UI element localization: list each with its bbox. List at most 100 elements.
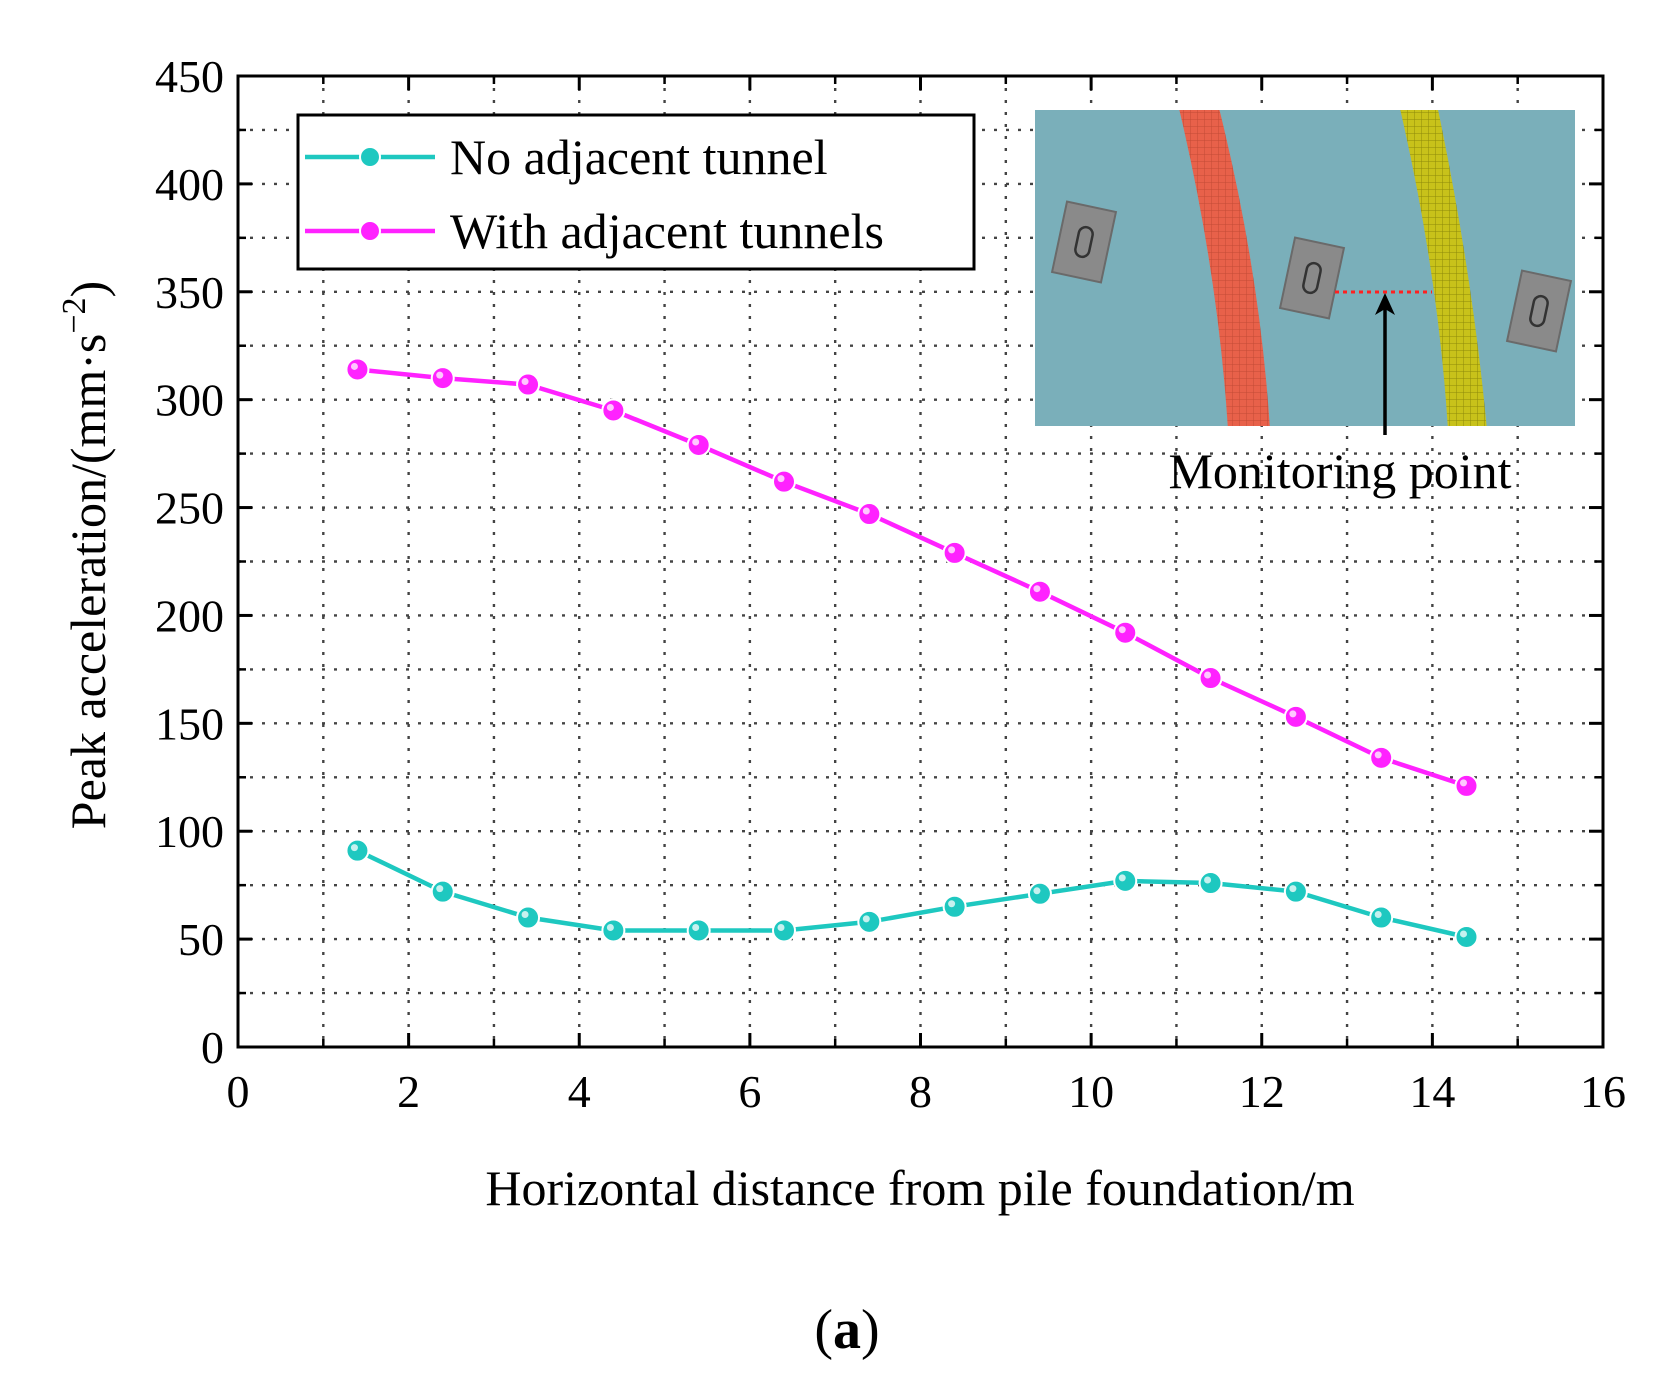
- caption-letter: a: [833, 1299, 861, 1361]
- inset-model-view: Monitoring point: [1035, 110, 1575, 499]
- data-point-highlight: [692, 438, 700, 446]
- y-axis-title-main: Peak acceleration/(mm·s: [60, 334, 116, 830]
- y-axis-title-close: ): [60, 281, 116, 298]
- data-point-highlight: [1374, 911, 1382, 919]
- data-point: [1198, 666, 1223, 691]
- data-point: [686, 432, 711, 457]
- data-point: [1283, 704, 1308, 729]
- data-point-highlight: [1289, 710, 1297, 718]
- data-point-highlight: [521, 378, 529, 386]
- data-point-highlight: [948, 546, 956, 554]
- figure-caption: (a): [814, 1299, 879, 1361]
- pile-cap-left: [1050, 200, 1118, 284]
- legend-marker-no-tunnel: [359, 146, 381, 168]
- y-tick-label: 450: [155, 51, 224, 102]
- x-tick-label: 6: [738, 1066, 761, 1117]
- data-point: [772, 469, 796, 494]
- data-point: [1454, 773, 1479, 798]
- data-point-highlight: [862, 507, 870, 515]
- tunnel-left: [1179, 110, 1270, 426]
- series-line: [357, 367, 1468, 789]
- data-point: [1113, 620, 1138, 645]
- x-tick-label: 12: [1239, 1066, 1285, 1117]
- y-axis-title: Peak acceleration/(mm·s−2): [56, 281, 116, 829]
- data-point: [345, 357, 370, 382]
- data-point: [1198, 871, 1223, 896]
- data-point: [1027, 579, 1052, 604]
- caption-close: ): [861, 1299, 880, 1361]
- pile-cap-right: [1505, 269, 1573, 353]
- data-point-highlight: [1204, 671, 1212, 679]
- legend-label-no-tunnel: No adjacent tunnel: [450, 129, 828, 185]
- data-point: [1369, 905, 1394, 930]
- legend-marker-with-tunnels: [359, 220, 381, 242]
- data-point-highlight: [777, 923, 785, 931]
- y-tick-label: 150: [155, 698, 224, 749]
- data-point-highlight: [1460, 779, 1467, 787]
- x-tick-label: 14: [1409, 1066, 1455, 1117]
- data-point: [516, 372, 541, 397]
- data-point-highlight: [606, 403, 614, 411]
- pile-cap-middle: [1278, 236, 1346, 320]
- x-tick-label: 2: [397, 1066, 420, 1117]
- data-point: [942, 540, 967, 565]
- x-tick-label: 4: [568, 1066, 591, 1117]
- y-tick-label: 100: [155, 806, 224, 857]
- data-point-highlight: [521, 911, 529, 919]
- y-tick-label: 400: [155, 159, 224, 210]
- legend-label-with-tunnels: With adjacent tunnels: [450, 203, 884, 259]
- y-tick-label: 0: [201, 1022, 224, 1073]
- data-point-highlight: [1374, 751, 1382, 759]
- x-tick-label: 8: [909, 1066, 932, 1117]
- data-point: [1113, 868, 1138, 893]
- data-point-highlight: [1118, 874, 1126, 882]
- x-axis-title: Horizontal distance from pile foundation…: [485, 1160, 1354, 1216]
- data-point-highlight: [1033, 887, 1041, 895]
- legend-box: [296, 113, 976, 271]
- monitoring-arrow-head: [1375, 293, 1395, 315]
- data-point-highlight: [1289, 885, 1297, 893]
- tunnel-right: [1400, 110, 1487, 426]
- data-point-highlight: [862, 915, 870, 923]
- monitoring-point-label: Monitoring point: [1168, 443, 1511, 499]
- y-tick-label: 50: [178, 914, 224, 965]
- caption-open: (: [814, 1299, 833, 1361]
- data-point-highlight: [692, 923, 700, 931]
- data-point-highlight: [1204, 876, 1212, 884]
- data-point: [1454, 924, 1479, 949]
- data-point-highlight: [948, 900, 956, 908]
- data-point: [516, 905, 541, 930]
- series-with-adjacent-tunnels: [345, 357, 1479, 798]
- tick-labels: 0 2 4 6 8 10 12 14 16 0 50 100 150 200 250 300 350 400 450: [155, 51, 1626, 1117]
- x-tick-label: 0: [227, 1066, 250, 1117]
- data-point: [857, 502, 882, 527]
- data-point-highlight: [1033, 585, 1041, 593]
- data-point: [345, 838, 370, 863]
- data-point: [601, 918, 626, 943]
- data-point-highlight: [436, 885, 444, 893]
- y-axis-title-exponent: −2: [56, 297, 93, 333]
- data-point: [430, 879, 455, 904]
- data-point: [772, 918, 796, 943]
- legend: No adjacent tunnel With adjacent tunnels: [296, 113, 976, 271]
- y-tick-label: 200: [155, 590, 224, 641]
- series: [345, 357, 1479, 949]
- data-point-highlight: [436, 371, 444, 379]
- data-point: [430, 366, 455, 391]
- data-point-highlight: [1118, 626, 1126, 634]
- data-point: [686, 918, 711, 943]
- data-point: [1369, 745, 1394, 770]
- data-point-highlight: [350, 844, 358, 852]
- data-point: [1283, 879, 1308, 904]
- data-point: [857, 909, 882, 934]
- series-no-adjacent-tunnel: [345, 838, 1479, 949]
- plot-frame: [236, 74, 1605, 1049]
- data-point-highlight: [350, 362, 358, 370]
- y-tick-label: 350: [155, 267, 224, 318]
- x-tick-label: 16: [1580, 1066, 1626, 1117]
- x-tick-label: 10: [1068, 1066, 1114, 1117]
- y-tick-label: 250: [155, 483, 224, 534]
- y-tick-label: 300: [155, 375, 224, 426]
- data-point-highlight: [1460, 930, 1467, 938]
